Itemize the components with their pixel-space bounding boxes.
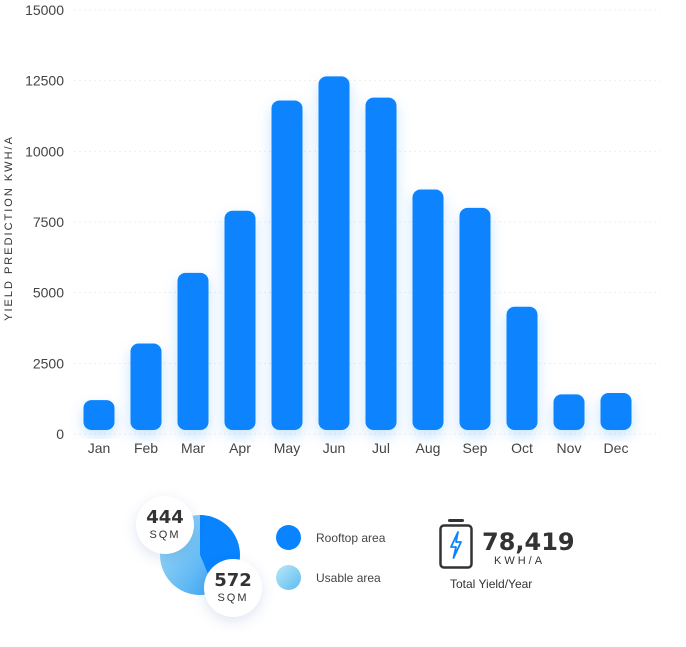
x-tick-label: Jun [323,440,346,456]
bar-sep [459,207,491,430]
bar-jul [365,97,397,431]
x-tick-label: Apr [229,440,251,456]
y-axis-label: YIELD PREDICTION KWH/A [3,135,15,321]
y-tick-label: 12500 [25,73,64,89]
usable-area-bubble: 572 SQM [204,559,262,617]
x-tick-label: Dec [604,440,629,456]
y-tick-label: 7500 [33,214,64,230]
x-tick-label: Mar [181,440,205,456]
y-tick-label: 5000 [33,285,64,301]
bar-dec [600,393,632,430]
rooftop-area-unit: SQM [149,529,181,541]
total-yield-caption: Total Yield/Year [450,577,533,591]
area-summary: 444 SQM 572 SQM Rooftop area Usable area… [0,470,686,647]
x-tick-label: Oct [511,440,533,456]
x-tick-label: Aug [416,440,441,456]
bar-jun [318,76,350,430]
x-tick-label: Feb [134,440,158,456]
battery-charging-icon [439,519,473,569]
bar-may [271,100,303,430]
total-yield-value: 78,419 [482,528,575,556]
y-tick-label: 0 [56,426,64,442]
bar-mar [177,272,209,430]
rooftop-area-value: 444 [146,507,184,528]
bar-aug [412,189,444,430]
x-tick-label: Jul [372,440,390,456]
bar-nov [553,394,585,430]
y-axis-ticks: 0 2500 5000 7500 10000 12500 15000 [25,2,64,442]
x-tick-label: Sep [463,440,488,456]
total-yield-unit: KWH/A [494,555,546,567]
x-axis-ticks: Jan Feb Mar Apr May Jun Jul Aug Sep Oct Nov Dec [88,440,629,456]
bar-jan [83,400,115,430]
bar-oct [506,306,538,430]
usable-dot-icon [276,565,301,590]
rooftop-area-bubble: 444 SQM [136,496,194,554]
bars [83,76,632,431]
bar-feb [130,343,162,430]
x-tick-label: Jan [88,440,111,456]
y-tick-label: 10000 [25,143,64,159]
legend-usable: Usable area [276,565,381,590]
legend-rooftop: Rooftop area [276,525,385,550]
legend-usable-label: Usable area [316,570,381,585]
y-tick-label: 2500 [33,355,64,371]
x-tick-label: Nov [557,440,582,456]
legend-rooftop-label: Rooftop area [316,530,386,545]
usable-area-value: 572 [214,570,252,591]
rooftop-dot-icon [276,525,301,550]
x-tick-label: May [274,440,300,456]
y-tick-label: 15000 [25,2,64,18]
usable-area-unit: SQM [217,592,249,604]
yield-bar-chart: 0 2500 5000 7500 10000 12500 15000 Jan Feb Mar Ap… [3,2,660,456]
bar-apr [224,210,256,430]
